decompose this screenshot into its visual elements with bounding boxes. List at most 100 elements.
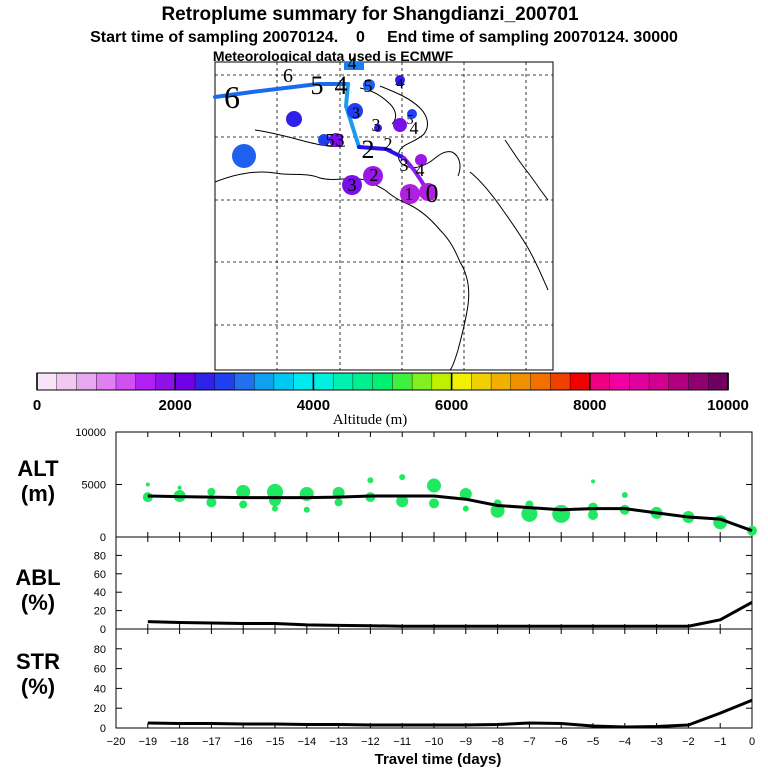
alt-cluster-point-28 — [588, 509, 598, 520]
trajectory-label-2-14: 2 — [370, 165, 379, 185]
colorbar-tick-label-10000: 10000 — [707, 397, 749, 414]
cluster-marker-13 — [415, 154, 427, 166]
alt-cluster-point-6 — [239, 500, 248, 509]
cluster-marker-14 — [419, 183, 437, 201]
cluster-marker-9 — [400, 184, 420, 204]
abl-ytick-label-0: 0 — [100, 624, 106, 636]
cluster-marker-11 — [407, 109, 417, 119]
alt-cluster-point-23 — [490, 503, 505, 518]
alt-cluster-point-21 — [462, 505, 469, 512]
alt-cluster-point-32 — [621, 492, 628, 498]
abl-ytick-label-80: 80 — [94, 550, 106, 562]
cluster-marker-3 — [329, 133, 343, 147]
colorbar-tick-label-0: 0 — [33, 397, 41, 414]
altitude-colorbar: 0 2000 4000 6000 8000 10000 Altitude (m) — [33, 372, 749, 428]
trajectory-label-2-17: 2 — [384, 134, 393, 154]
map-graticule — [215, 62, 553, 370]
x-tick-label--19: −19 — [138, 736, 157, 748]
trajectory-label-4-19: 4 — [416, 160, 425, 180]
cluster-marker-8 — [363, 166, 383, 186]
alt-cluster-point-11 — [303, 506, 310, 513]
source-triangle-marker — [395, 76, 405, 85]
abl-series-line-0 — [147, 601, 753, 628]
colorbar-tick-label-4000: 4000 — [297, 397, 330, 414]
trajectory-label-6-1: 6 — [283, 65, 293, 87]
colorbar-label: Altitude (m) — [333, 412, 408, 428]
alt-cluster-point-16 — [367, 477, 374, 484]
colorbar-cell-20 — [431, 372, 453, 391]
alt-label-line1: ALT — [17, 456, 59, 481]
colorbar-cell-7 — [174, 372, 196, 391]
trajectory-label-5-11: 5 — [407, 113, 414, 128]
str-series-line-0 — [147, 698, 753, 729]
abl-label-line1: ABL — [15, 565, 60, 590]
trajectory-label-2-12: 2 — [362, 135, 375, 164]
abl-ytick-label-60: 60 — [94, 569, 106, 581]
str-frame — [115, 628, 753, 729]
colorbar-cell-10 — [234, 372, 255, 391]
trajectory-label-3-9: 3 — [372, 115, 381, 135]
colorbar-cell-12 — [273, 372, 295, 391]
alt-series-line-0 — [147, 494, 753, 533]
colorbar-cell-32 — [668, 372, 690, 391]
colorbar-cell-4 — [115, 372, 137, 391]
cluster-marker-4 — [347, 103, 363, 119]
x-tick-label--4: −4 — [619, 736, 632, 748]
colorbar-tick-label-8000: 8000 — [573, 397, 606, 414]
trajectory-label-0-16: 0 — [426, 179, 439, 208]
x-tick-label--7: −7 — [523, 736, 536, 748]
colorbar-cell-17 — [372, 372, 394, 391]
alt-cluster-point-5 — [207, 487, 216, 496]
trajectory-label-3-6: 3 — [352, 105, 360, 122]
alt-cluster-point-10 — [267, 483, 283, 500]
abl-ytick-label-20: 20 — [94, 606, 106, 618]
colorbar-cell-11 — [253, 372, 275, 391]
colorbar-cell-5 — [135, 372, 157, 391]
cluster-marker-0 — [232, 144, 256, 168]
alt-cluster-point-22 — [459, 487, 472, 500]
alt-cluster-point-20 — [427, 478, 441, 493]
x-tick-label--10: −10 — [425, 736, 444, 748]
trajectory-label-5-7: 5 — [326, 130, 335, 150]
cluster-marker-1 — [286, 111, 302, 127]
x-tick-label--12: −12 — [361, 736, 380, 748]
x-tick-label--15: −15 — [266, 736, 285, 748]
x-tick-label--1: −1 — [714, 736, 727, 748]
colorbar-cell-2 — [76, 372, 97, 391]
x-axis-label: Travel time (days) — [375, 751, 502, 768]
colorbar-cell-15 — [332, 372, 354, 391]
trajectory-label-6-0: 6 — [224, 79, 240, 115]
x-tick-label--20: −20 — [107, 736, 126, 748]
alt-cluster-point-18 — [399, 474, 406, 481]
alt-cluster-point-19 — [429, 498, 439, 509]
cluster-marker-7 — [342, 175, 362, 195]
x-tick-label-0: 0 — [749, 736, 755, 748]
cluster-marker-12 — [374, 124, 382, 132]
colorbar-cell-22 — [471, 372, 492, 391]
trajectory-label-5-4: 5 — [364, 76, 373, 96]
alt-cluster-point-13 — [334, 498, 343, 507]
cluster-marker-2 — [318, 134, 330, 146]
track-farthest — [344, 82, 361, 149]
alt-label-line2: (m) — [21, 481, 55, 506]
colorbar-cell-8 — [194, 372, 216, 391]
trajectory-label-3-8: 3 — [336, 130, 345, 150]
colorbar-cell-28 — [589, 372, 611, 391]
alt-cluster-point-30 — [591, 479, 595, 484]
figure-title: Retroplume summary for Shangdianzi_20070… — [161, 4, 579, 25]
colorbar-cell-30 — [629, 372, 650, 391]
str-ytick-label-80: 80 — [94, 644, 106, 656]
str-ytick-label-0: 0 — [100, 723, 106, 735]
colorbar-cell-19 — [411, 372, 433, 391]
alt-ytick-label-10000: 10000 — [75, 427, 106, 439]
colorbar-cell-13 — [293, 372, 315, 391]
colorbar-cell-24 — [510, 372, 532, 391]
alt-cluster-point-27 — [552, 504, 571, 523]
trajectory-label-4-10: 4 — [410, 118, 419, 138]
colorbar-cell-23 — [490, 372, 512, 391]
str-ytick-label-40: 40 — [94, 683, 106, 695]
trajectory-label-4-5: 4 — [397, 77, 404, 92]
colorbar-cell-34 — [708, 372, 729, 391]
